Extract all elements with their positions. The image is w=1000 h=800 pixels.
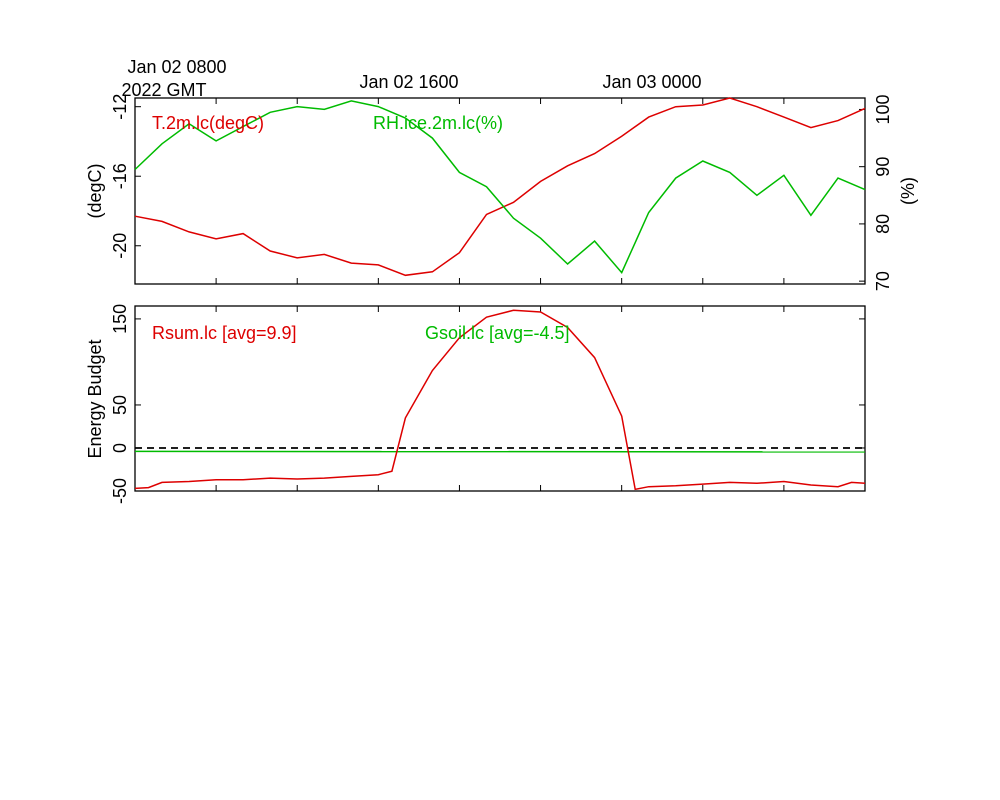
- top-left-y-ticks: -20 -16 -12: [110, 94, 141, 259]
- bottom-y-tick-label: 0: [110, 443, 130, 453]
- time-label-jan03-0000: Jan 03 0000: [602, 72, 701, 92]
- temperature-humidity-panel: -20 -16 -12 70 80 90 100 Jan 02 0800 2022 GMT…: [85, 57, 918, 291]
- humidity-series-line: [134, 100, 866, 274]
- year-label: 2022 GMT: [121, 80, 206, 100]
- top-plot-frame: [134, 97, 866, 285]
- top-right-y-axis-label: (%): [898, 177, 918, 205]
- rsum-series-label: Rsum.lc [avg=9.9]: [152, 323, 297, 343]
- time-label-jan02-1600: Jan 02 1600: [359, 72, 458, 92]
- time-label-jan02-0800: Jan 02 0800: [127, 57, 226, 77]
- bottom-y-axis-label: Energy Budget: [85, 339, 105, 458]
- bottom-y-tick-label: 150: [110, 304, 130, 334]
- bottom-y-ticks: -50 0 50 150: [110, 304, 865, 504]
- gsoil-series-line: [134, 450, 866, 453]
- top-left-y-axis-label: (degC): [85, 163, 105, 218]
- temperature-series-line: [134, 97, 866, 277]
- humidity-series-label: RH.ice.2m.lc(%): [373, 113, 503, 133]
- temperature-series-label: T.2m.lc(degC): [152, 113, 264, 133]
- top-left-y-tick-label: -16: [110, 163, 130, 189]
- gsoil-series-label: Gsoil.lc [avg=-4.5]: [425, 323, 570, 343]
- top-right-y-tick-label: 100: [873, 94, 893, 124]
- top-right-y-tick-label: 90: [873, 157, 893, 177]
- bottom-x-ticks: [134, 306, 785, 491]
- rsum-series-line: [134, 309, 866, 491]
- top-left-y-tick-label: -20: [110, 233, 130, 259]
- top-right-y-tick-label: 70: [873, 271, 893, 291]
- bottom-y-tick-label: 50: [110, 395, 130, 415]
- top-right-y-tick-label: 80: [873, 214, 893, 234]
- bottom-plot-frame: [134, 305, 866, 492]
- bottom-y-tick-label: -50: [110, 478, 130, 504]
- energy-budget-panel: -50 0 50 150 Energy Budget Rsum.lc [avg=9.9…: [85, 304, 866, 504]
- top-left-y-tick-label: -12: [110, 94, 130, 120]
- top-right-y-ticks: 70 80 90 100: [859, 94, 893, 291]
- top-x-ticks: [134, 98, 785, 284]
